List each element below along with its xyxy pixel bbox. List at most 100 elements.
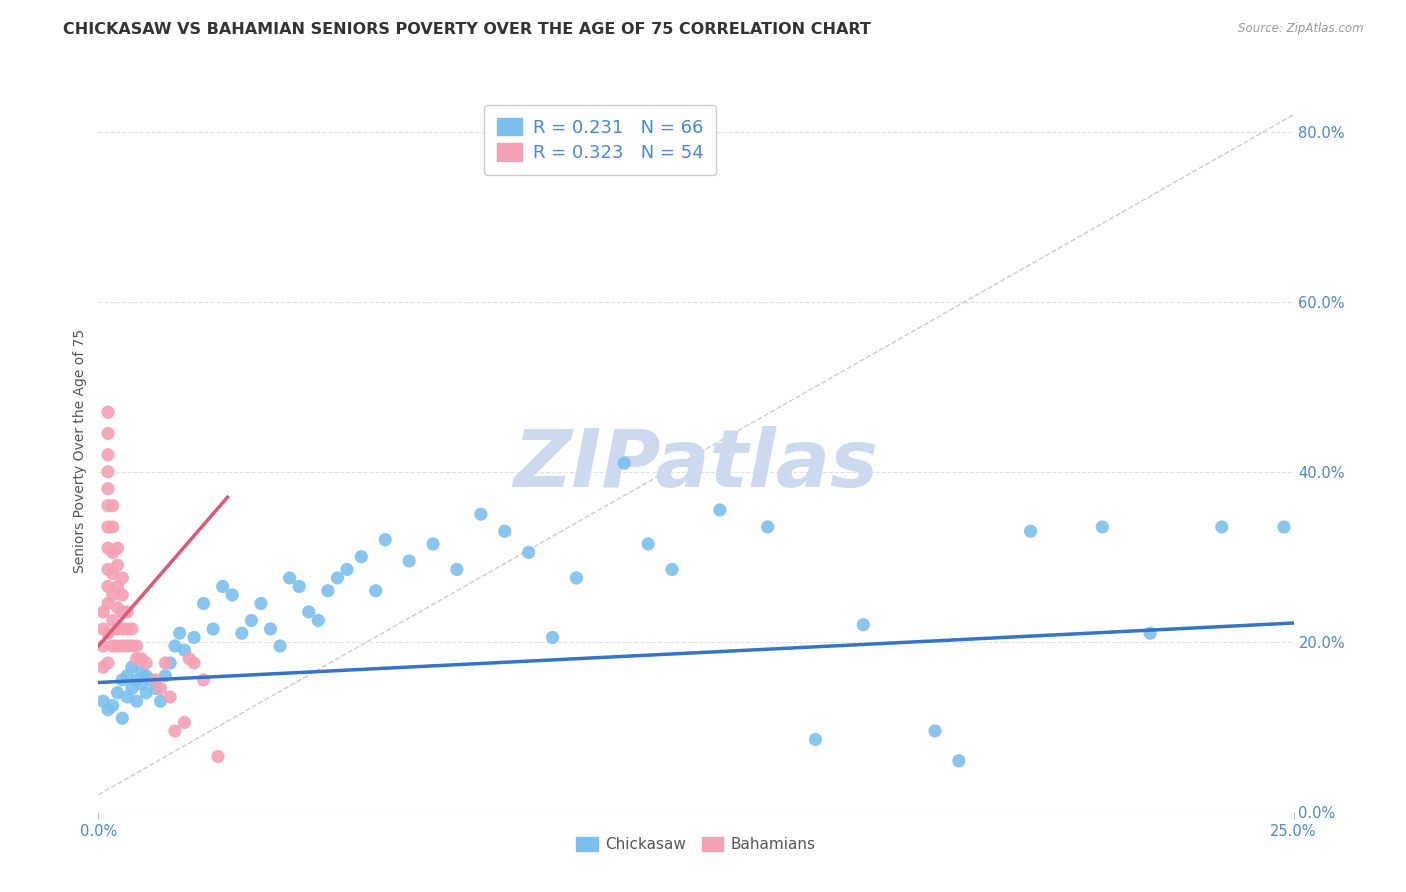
- Point: [125, 651, 148, 665]
- Point: [111, 571, 134, 585]
- Point: [115, 690, 138, 704]
- Point: [139, 673, 162, 687]
- Point: [179, 651, 201, 665]
- Point: [173, 643, 195, 657]
- Point: [278, 571, 301, 585]
- Point: [193, 673, 215, 687]
- Point: [307, 614, 329, 628]
- Point: [111, 588, 134, 602]
- Text: Source: ZipAtlas.com: Source: ZipAtlas.com: [1239, 22, 1364, 36]
- Point: [97, 448, 120, 462]
- Point: [97, 579, 120, 593]
- Point: [398, 554, 420, 568]
- Point: [97, 656, 120, 670]
- Point: [125, 694, 148, 708]
- Point: [326, 571, 349, 585]
- Point: [101, 566, 124, 581]
- Point: [211, 579, 233, 593]
- Point: [155, 669, 177, 683]
- Point: [149, 694, 172, 708]
- Point: [159, 656, 181, 670]
- Point: [91, 622, 114, 636]
- Point: [131, 677, 153, 691]
- Point: [155, 656, 177, 670]
- Point: [115, 669, 138, 683]
- Point: [115, 605, 138, 619]
- Point: [107, 686, 129, 700]
- Point: [111, 605, 134, 619]
- Point: [517, 545, 540, 559]
- Point: [97, 426, 120, 441]
- Point: [97, 597, 120, 611]
- Point: [924, 723, 946, 738]
- Point: [131, 651, 153, 665]
- Point: [111, 622, 134, 636]
- Point: [183, 656, 205, 670]
- Text: CHICKASAW VS BAHAMIAN SENIORS POVERTY OVER THE AGE OF 75 CORRELATION CHART: CHICKASAW VS BAHAMIAN SENIORS POVERTY OV…: [63, 22, 872, 37]
- Point: [494, 524, 516, 539]
- Point: [145, 681, 167, 696]
- Point: [101, 520, 124, 534]
- Point: [1019, 524, 1042, 539]
- Point: [97, 465, 120, 479]
- Point: [115, 639, 138, 653]
- Point: [336, 562, 359, 576]
- Point: [613, 456, 636, 470]
- Point: [91, 694, 114, 708]
- Point: [364, 583, 387, 598]
- Legend: Chickasaw, Bahamians: Chickasaw, Bahamians: [571, 830, 821, 858]
- Point: [163, 639, 186, 653]
- Point: [240, 614, 263, 628]
- Point: [183, 631, 205, 645]
- Point: [145, 673, 167, 687]
- Point: [173, 715, 195, 730]
- Point: [125, 639, 148, 653]
- Point: [163, 723, 186, 738]
- Point: [422, 537, 444, 551]
- Point: [121, 622, 143, 636]
- Point: [288, 579, 311, 593]
- Point: [316, 583, 339, 598]
- Point: [221, 588, 243, 602]
- Point: [91, 639, 114, 653]
- Point: [107, 600, 129, 615]
- Point: [101, 698, 124, 713]
- Point: [470, 507, 492, 521]
- Point: [259, 622, 281, 636]
- Point: [661, 562, 683, 576]
- Point: [107, 639, 129, 653]
- Y-axis label: Seniors Poverty Over the Age of 75: Seniors Poverty Over the Age of 75: [73, 328, 87, 573]
- Point: [202, 622, 225, 636]
- Point: [446, 562, 468, 576]
- Point: [107, 541, 129, 556]
- Point: [1272, 520, 1295, 534]
- Point: [97, 541, 120, 556]
- Point: [101, 639, 124, 653]
- Point: [121, 660, 143, 674]
- Point: [1139, 626, 1161, 640]
- Point: [97, 703, 120, 717]
- Point: [852, 617, 875, 632]
- Point: [350, 549, 373, 564]
- Point: [101, 588, 124, 602]
- Point: [111, 639, 134, 653]
- Point: [374, 533, 396, 547]
- Point: [637, 537, 659, 551]
- Point: [111, 673, 134, 687]
- Point: [948, 754, 970, 768]
- Point: [101, 499, 124, 513]
- Point: [231, 626, 253, 640]
- Point: [115, 622, 138, 636]
- Point: [97, 520, 120, 534]
- Point: [709, 503, 731, 517]
- Point: [159, 690, 181, 704]
- Point: [131, 665, 153, 679]
- Point: [91, 660, 114, 674]
- Point: [97, 626, 120, 640]
- Point: [1211, 520, 1233, 534]
- Point: [107, 558, 129, 573]
- Point: [107, 579, 129, 593]
- Point: [135, 656, 157, 670]
- Point: [97, 405, 120, 419]
- Point: [193, 597, 215, 611]
